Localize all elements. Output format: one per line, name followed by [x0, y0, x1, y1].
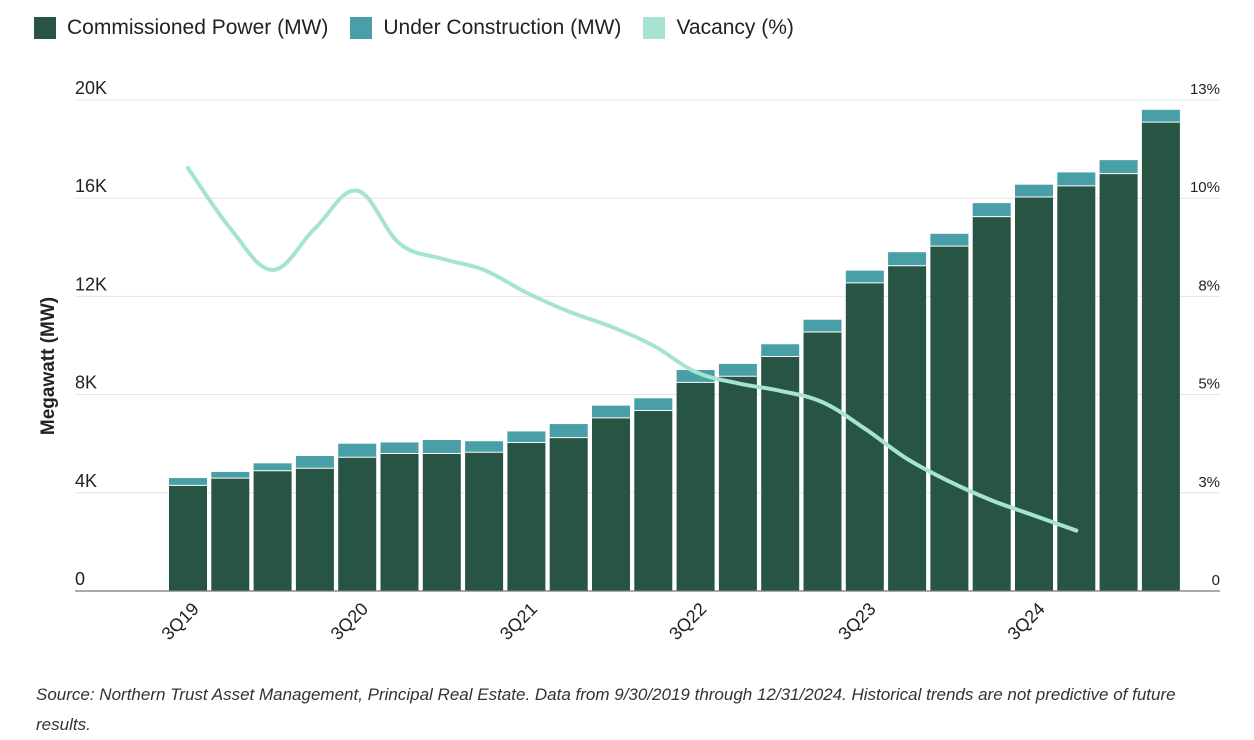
y2-tick-label: 3%: [1198, 474, 1220, 491]
bar-under-construction: [930, 233, 969, 247]
chart-legend: Commissioned Power (MW) Under Constructi…: [34, 16, 816, 40]
bar-commissioned: [634, 410, 673, 591]
y2-tick-label: 13%: [1190, 81, 1220, 98]
bar-under-construction: [676, 370, 715, 383]
vacancy-line: [186, 165, 1079, 533]
bar-under-construction: [465, 441, 504, 453]
x-tick-label: 3Q21: [496, 599, 541, 644]
legend-item-vacancy: Vacancy (%): [643, 16, 794, 40]
x-tick-label: 3Q20: [327, 599, 372, 644]
y-tick-label: 4K: [75, 471, 97, 491]
legend-label-vacancy: Vacancy (%): [676, 16, 794, 39]
bar-under-construction: [718, 363, 757, 377]
bar-commissioned: [169, 485, 207, 591]
bar-under-construction: [1099, 160, 1138, 174]
y2-tick-label: 5%: [1198, 376, 1220, 393]
bar-commissioned: [803, 331, 842, 591]
y-tick-label: 20K: [75, 78, 107, 98]
bar-under-construction: [972, 203, 1011, 217]
bar-under-construction: [295, 455, 334, 469]
bar-under-construction: [1141, 109, 1180, 123]
bar-commissioned: [1099, 173, 1138, 591]
bar-under-construction: [422, 440, 461, 454]
legend-label-commissioned: Commissioned Power (MW): [67, 16, 329, 39]
y-tick-label: 12K: [75, 274, 107, 294]
bar-commissioned: [338, 457, 377, 591]
legend-label-construction: Under Construction (MW): [383, 16, 622, 39]
bar-under-construction: [380, 442, 419, 454]
bar-under-construction: [1015, 184, 1053, 197]
bar-commissioned: [422, 453, 461, 591]
bar-commissioned: [295, 468, 334, 591]
y-tick-label: 8K: [75, 373, 97, 393]
bar-under-construction: [338, 443, 377, 458]
bar-commissioned: [676, 382, 715, 591]
bar-commissioned: [549, 437, 588, 591]
bar-commissioned: [888, 265, 927, 591]
bar-under-construction: [549, 424, 588, 438]
bar-under-construction: [803, 319, 842, 332]
y2-tick-label: 0: [1212, 572, 1220, 589]
chart-svg: 0 4K 8K 12K 16K 20K 0 3% 5% 8% 10% 13% Megawatt (MW)…: [38, 78, 1220, 644]
bar-under-construction: [253, 463, 292, 471]
bar-commissioned: [253, 470, 292, 591]
bar-commissioned: [465, 452, 504, 591]
bar-commissioned: [930, 246, 969, 591]
bar-under-construction: [888, 252, 927, 266]
bar-commissioned: [1057, 185, 1096, 592]
legend-swatch-construction: [350, 17, 373, 39]
legend-swatch-commissioned: [34, 17, 56, 39]
bar-under-construction: [592, 405, 630, 418]
bar-under-construction: [634, 398, 673, 411]
vacancy-line-group: [186, 165, 1079, 533]
bar-under-construction: [507, 431, 546, 443]
y-tick-label: 16K: [75, 176, 107, 196]
legend-item-construction: Under Construction (MW): [350, 16, 621, 40]
bar-under-construction: [761, 344, 800, 357]
bar-commissioned: [1015, 196, 1053, 591]
bar-under-construction: [845, 270, 884, 283]
x-tick-label: 3Q19: [158, 599, 203, 644]
x-tick-label: 3Q22: [665, 599, 710, 644]
bar-commissioned: [380, 453, 419, 591]
bar-commissioned: [211, 478, 250, 591]
bar-commissioned: [718, 376, 757, 591]
y-axis-title: Megawatt (MW): [38, 297, 59, 435]
y2-tick-label: 10%: [1190, 179, 1220, 196]
legend-item-commissioned: Commissioned Power (MW): [34, 16, 328, 40]
y-tick-label: 0: [75, 569, 85, 589]
bar-commissioned: [592, 417, 630, 591]
bar-commissioned: [761, 356, 800, 591]
bar-under-construction: [1057, 172, 1096, 186]
bar-commissioned: [972, 216, 1011, 592]
x-tick-label: 3Q24: [1004, 599, 1049, 644]
bar-under-construction: [169, 478, 207, 486]
bars-group: [169, 109, 1180, 592]
bar-commissioned: [507, 442, 546, 591]
y2-tick-label: 8%: [1198, 277, 1220, 294]
legend-swatch-vacancy: [643, 17, 666, 39]
bar-under-construction: [211, 471, 250, 479]
bar-commissioned: [1141, 122, 1180, 591]
x-tick-label: 3Q23: [834, 599, 879, 644]
source-note: Source: Northern Trust Asset Management,…: [36, 685, 1176, 734]
